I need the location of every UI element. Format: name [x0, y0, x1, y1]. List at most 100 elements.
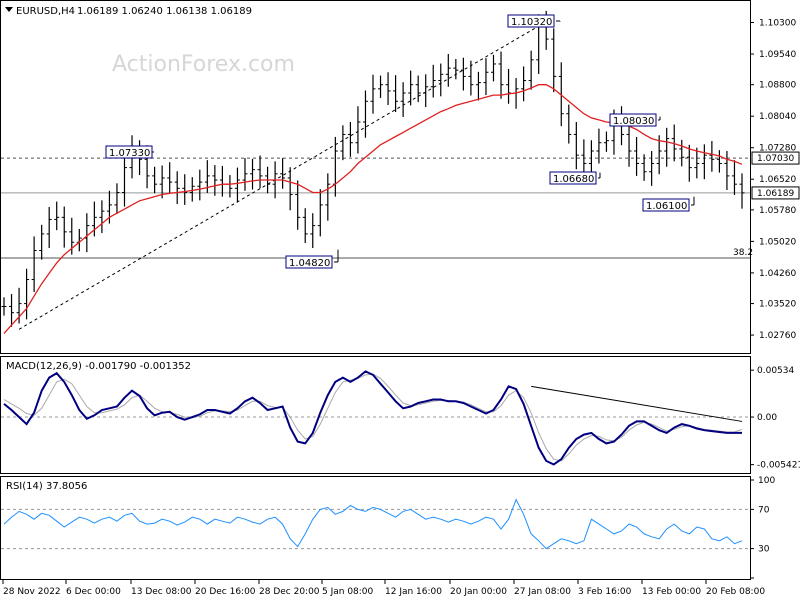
- ohlc-bar: [581, 139, 587, 175]
- ohlc-bar: [31, 236, 37, 292]
- ohlc-bar: [709, 141, 715, 172]
- ohlc-bar: [287, 167, 293, 211]
- ohlc-bar: [317, 189, 323, 237]
- x-tick-label: 20 Jan 00:00: [450, 587, 507, 597]
- ohlc-bar: [701, 144, 707, 180]
- ohlc-bar: [566, 104, 572, 144]
- ohlc-bar: [573, 122, 579, 170]
- ohlc-bar: [325, 173, 331, 221]
- x-tick-label: 5 Jan 08:00: [322, 587, 374, 597]
- level-price-tag: [751, 151, 800, 165]
- ohlc-bar: [370, 74, 376, 114]
- ohlc-bar: [1, 297, 7, 316]
- watermark-text: ActionForex.com: [112, 52, 295, 77]
- ohlc-bar: [671, 124, 677, 162]
- y-tick-label: 1.02760: [759, 331, 796, 341]
- ohlc-bar: [634, 136, 640, 176]
- ohlc-bar: [174, 171, 180, 205]
- dropdown-triangle-icon[interactable]: [5, 7, 13, 12]
- ohlc-bar: [664, 127, 670, 167]
- ohlc-bar: [182, 174, 188, 205]
- ohlc-bar: [656, 135, 662, 175]
- ohlc-bar: [475, 71, 481, 101]
- macd-panel: 0.00534 0.00 -0.005421: [1, 366, 800, 471]
- ohlc-bar: [694, 147, 700, 179]
- current-price-label: 1.06189: [757, 189, 794, 199]
- y-tick-label: 0.00534: [757, 366, 794, 376]
- ohlc-bar: [453, 58, 459, 80]
- y-tick-label: 70: [758, 505, 770, 515]
- ohlc-bar: [521, 66, 527, 102]
- ohlc-bar: [468, 60, 474, 96]
- ohlc-bar: [739, 173, 745, 209]
- ohlc-bar: [189, 177, 195, 202]
- ohlc-bar: [686, 144, 692, 182]
- ohlc-bar: [483, 58, 489, 96]
- symbol-label: EURUSD,H4: [16, 6, 75, 17]
- ohlc-values: 1.06189 1.06240 1.06138 1.06189: [77, 6, 252, 17]
- ohlc-bar: [61, 206, 67, 248]
- ohlc-bar: [528, 50, 534, 90]
- x-tick-label: 28 Dec 20:00: [259, 587, 320, 597]
- ohlc-bar: [393, 75, 399, 113]
- ohlc-bar: [197, 169, 203, 201]
- x-tick-label: 20 Feb 08:00: [706, 587, 765, 597]
- ohlc-bar: [423, 74, 429, 108]
- x-tick-label: 13 Feb 00:00: [642, 587, 701, 597]
- annotation-label: 1.10320: [511, 17, 552, 28]
- x-tick-label: 28 Nov 2022: [3, 587, 61, 597]
- y-tick-label: 1.09540: [759, 50, 796, 60]
- annotation-box: [507, 14, 555, 28]
- y-tick-label: 1.08040: [759, 112, 796, 122]
- price-panel: 1.10300 1.09540 1.08800 1.08040 1.07280 1.065…: [1, 10, 800, 341]
- ohlc-bar: [159, 165, 165, 199]
- annotation-box: [285, 255, 333, 269]
- current-price-tag: [751, 186, 800, 200]
- ohlc-bar: [603, 131, 609, 152]
- ohlc-bar: [445, 54, 451, 87]
- ohlc-bar: [121, 155, 127, 207]
- x-tick-label: 3 Feb 16:00: [578, 587, 632, 597]
- annotation-label: 1.06100: [646, 201, 687, 212]
- main-header: EURUSD,H4 1.06189 1.06240 1.06138 1.0618…: [5, 6, 252, 17]
- y-tick-label: 30: [758, 545, 770, 555]
- ohlc-bar: [257, 155, 263, 189]
- ohlc-bar: [731, 160, 737, 195]
- annotation-label: 1.04820: [289, 258, 330, 269]
- ohlc-bar: [234, 167, 240, 203]
- ohlc-bar: [250, 158, 256, 190]
- ohlc-bar: [39, 224, 45, 260]
- x-tick-label: 20 Dec 16:00: [195, 587, 256, 597]
- ohlc-bar: [400, 82, 406, 118]
- ohlc-bar: [347, 122, 353, 157]
- ohlc-bar: [679, 139, 685, 167]
- annotation-box: [609, 113, 657, 127]
- rsi-panel: 100 70 30: [1, 476, 775, 579]
- ohlc-bar: [641, 154, 647, 181]
- y-tick-label: 1.06520: [759, 175, 796, 185]
- ohlc-bar: [310, 213, 316, 249]
- y-tick-label: 1.08800: [759, 81, 796, 91]
- ohlc-bar: [362, 90, 368, 138]
- y-tick-label: 1.03520: [759, 300, 796, 310]
- ohlc-bar: [385, 72, 391, 106]
- rsi-line: [3, 498, 743, 550]
- ohlc-bar: [167, 162, 173, 193]
- annotation-label: 1.07330: [109, 148, 150, 159]
- macd-title: MACD(12,26,9) -0.001790 -0.001352: [6, 361, 191, 372]
- ohlc-bar: [152, 166, 158, 194]
- ohlc-bar: [408, 70, 414, 106]
- ohlc-bar: [302, 208, 308, 244]
- ohlc-bar: [430, 64, 436, 98]
- fibonacci-label: 38.2: [733, 248, 753, 258]
- ohlc-bar: [415, 75, 421, 103]
- ohlc-bar: [340, 125, 346, 161]
- ohlc-bar: [378, 75, 384, 98]
- y-tick-label: 1.07280: [759, 144, 796, 154]
- annotation-box: [549, 171, 597, 185]
- ohlc-bar: [242, 158, 248, 191]
- y-tick-label: 100: [758, 476, 775, 486]
- ohlc-bar: [99, 200, 105, 234]
